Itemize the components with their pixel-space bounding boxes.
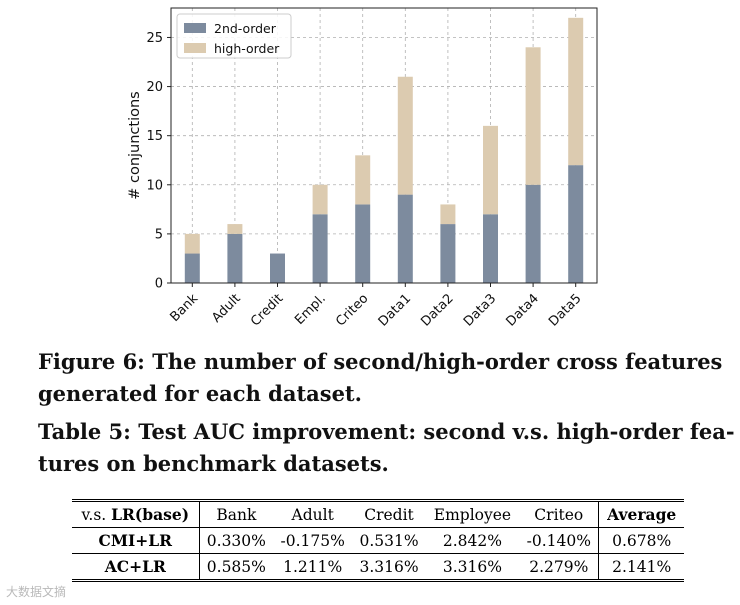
column-header-criteo: Criteo xyxy=(534,505,584,524)
table-cell: 0.585% xyxy=(206,557,266,576)
table-cell: 1.211% xyxy=(283,557,343,576)
table-cell-average: 2.141% xyxy=(598,553,684,581)
table-cell: 0.330% xyxy=(206,531,266,550)
table-corner-header: v.s. LR(base) xyxy=(72,500,200,528)
x-tick-label: Data4 xyxy=(504,291,542,329)
row-label: CMI+LR xyxy=(72,527,200,554)
column-header-employee: Employee xyxy=(433,505,512,524)
bar-high-order-Data3 xyxy=(483,125,498,215)
x-tick-label: Data2 xyxy=(418,291,456,329)
x-tick-label: Credit xyxy=(248,291,286,329)
legend-swatch xyxy=(184,23,206,33)
bar-2nd-order-Data2 xyxy=(440,224,456,283)
bar-2nd-order-Criteo xyxy=(355,204,371,283)
bar-high-order-Data1 xyxy=(397,76,413,195)
table-cell: 3.316% xyxy=(359,557,419,576)
column-header-average: Average xyxy=(598,500,684,528)
legend-label: high-order xyxy=(214,41,280,56)
column-header-adult: Adult xyxy=(291,505,334,524)
legend-swatch xyxy=(184,43,206,53)
bar-high-order-Data5 xyxy=(568,17,584,166)
y-tick-label: 0 xyxy=(155,277,163,292)
y-tick-label: 20 xyxy=(146,80,163,95)
figure-caption-line-1: Figure 6: The number of second/high-orde… xyxy=(38,349,723,374)
bar-high-order-Empl. xyxy=(312,184,328,215)
column-header-credit: Credit xyxy=(364,505,414,524)
y-tick-label: 25 xyxy=(146,31,163,46)
results-table: v.s. LR(base) Bank Adult Credit Employee… xyxy=(72,499,684,582)
bar-2nd-order-Bank xyxy=(184,253,200,283)
bar-2nd-order-Data4 xyxy=(525,184,541,283)
bar-high-order-Data4 xyxy=(525,47,541,185)
x-tick-label: Data1 xyxy=(376,291,414,329)
x-tick-label: Criteo xyxy=(333,291,371,329)
watermark: 大数据文摘 xyxy=(6,585,67,599)
row-label: AC+LR xyxy=(72,553,200,581)
table-cell: 2.279% xyxy=(529,557,589,576)
table-row: AC+LR 0.585% 1.211% 3.316% 3.316% 2.279%… xyxy=(72,553,684,581)
y-axis-title: # conjunctions xyxy=(127,91,143,200)
bar-2nd-order-Data5 xyxy=(568,165,584,283)
table-caption-line-1: Table 5: Test AUC improvement: second v.… xyxy=(38,419,735,444)
table-cell-average: 0.678% xyxy=(598,527,684,554)
figure-caption-line-2: generated for each dataset. xyxy=(38,381,362,406)
bar-2nd-order-Empl. xyxy=(312,214,328,283)
bar-2nd-order-Adult xyxy=(227,233,243,283)
bar-2nd-order-Data1 xyxy=(397,194,413,283)
x-tick-label: Empl. xyxy=(292,291,329,328)
bar-2nd-order-Data3 xyxy=(483,214,498,283)
table-cell: 0.531% xyxy=(359,531,419,550)
y-tick-label: 10 xyxy=(146,178,163,193)
legend-label: 2nd-order xyxy=(214,21,277,36)
y-tick-label: 15 xyxy=(146,129,163,144)
figure-caption: Figure 6: The number of second/high-orde… xyxy=(38,346,724,410)
table-cell: 2.842% xyxy=(442,531,502,550)
table-header-row: v.s. LR(base) Bank Adult Credit Employee… xyxy=(72,500,684,528)
x-tick-label: Adult xyxy=(209,291,244,326)
x-tick-label: Data3 xyxy=(461,291,499,329)
x-tick-label: Data5 xyxy=(546,291,584,329)
bar-high-order-Bank xyxy=(184,233,200,254)
table-cell: 3.316% xyxy=(442,557,502,576)
bar-high-order-Criteo xyxy=(355,155,371,205)
column-header-bank: Bank xyxy=(216,505,257,524)
table-caption: Table 5: Test AUC improvement: second v.… xyxy=(38,416,735,480)
bar-2nd-order-Credit xyxy=(270,253,285,283)
y-tick-label: 5 xyxy=(155,227,163,242)
x-tick-label: Bank xyxy=(167,291,201,325)
bar-high-order-Data2 xyxy=(440,204,456,225)
table-row: CMI+LR 0.330% -0.175% 0.531% 2.842% -0.1… xyxy=(72,527,684,554)
bar-high-order-Adult xyxy=(227,224,243,234)
corner-bold: LR(base) xyxy=(111,505,190,524)
corner-prefix: v.s. xyxy=(81,506,112,524)
plot-frame xyxy=(170,7,598,284)
table-cell: -0.140% xyxy=(526,531,591,550)
table-caption-line-2: tures on benchmark datasets. xyxy=(38,451,389,476)
table-cell: -0.175% xyxy=(280,531,345,550)
